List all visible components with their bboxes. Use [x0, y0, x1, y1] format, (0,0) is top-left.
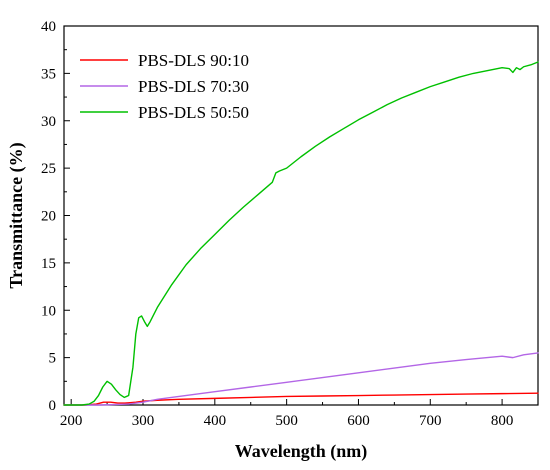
series-layer [63, 61, 539, 406]
x-tick-label: 300 [132, 413, 155, 429]
legend-label-3: PBS-DLS 50:50 [138, 103, 249, 122]
x-tick-label: 500 [275, 413, 298, 429]
y-tick-label: 0 [49, 398, 57, 414]
y-tick-label: 20 [41, 209, 56, 225]
x-axis-title: Wavelength (nm) [235, 441, 368, 462]
y-tick-label: 10 [41, 303, 56, 319]
y-tick-label: 35 [41, 66, 56, 82]
y-tick-label: 15 [41, 256, 56, 272]
x-tick-label: 200 [60, 413, 83, 429]
x-axis-ticks: 200 300 400 500 600 700 800 [60, 399, 513, 429]
x-tick-label: 800 [491, 413, 514, 429]
x-tick-label: 400 [204, 413, 227, 429]
series-line-1 [63, 392, 539, 406]
y-tick-label: 25 [41, 161, 56, 177]
legend-label-2: PBS-DLS 70:30 [138, 77, 249, 96]
y-tick-label: 40 [41, 19, 56, 35]
y-tick-label: 5 [49, 351, 57, 367]
series-line-3 [63, 61, 539, 406]
legend: PBS-DLS 90:10 PBS-DLS 70:30 PBS-DLS 50:50 [80, 51, 249, 122]
y-axis-title: Transmittance (%) [6, 142, 27, 288]
y-axis-ticks: 0 5 10 15 20 25 30 35 40 [41, 19, 70, 414]
legend-label-1: PBS-DLS 90:10 [138, 51, 249, 70]
series-line-2 [63, 352, 539, 406]
x-tick-label: 700 [419, 413, 442, 429]
y-tick-label: 30 [41, 114, 56, 130]
x-tick-label: 600 [347, 413, 370, 429]
